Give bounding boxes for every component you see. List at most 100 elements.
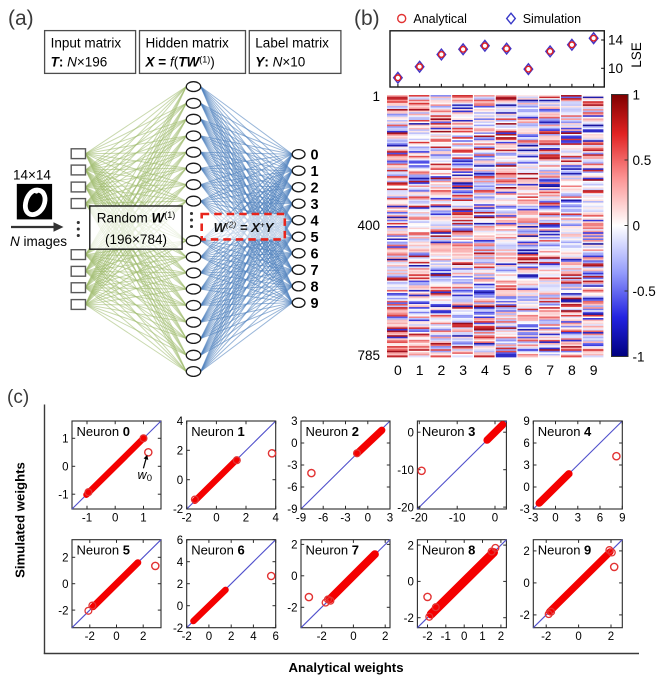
svg-text:W(2) = X+Y: W(2) = X+Y [214, 220, 275, 236]
svg-text:Neuron 4: Neuron 4 [538, 424, 592, 439]
svg-text:9: 9 [590, 362, 598, 378]
svg-text:-1: -1 [441, 631, 451, 643]
svg-text:-2: -2 [520, 610, 530, 622]
svg-text:3: 3 [523, 460, 529, 472]
svg-text:1: 1 [416, 362, 424, 378]
svg-text:2: 2 [382, 631, 388, 643]
svg-text:Label matrix: Label matrix [255, 36, 329, 51]
svg-text:0: 0 [633, 218, 641, 233]
svg-text:7: 7 [311, 263, 319, 279]
svg-text:-6: -6 [287, 482, 297, 494]
svg-text:Analytical weights: Analytical weights [288, 660, 403, 675]
svg-text:4: 4 [272, 513, 279, 525]
svg-text:1: 1 [311, 164, 319, 180]
svg-text:1: 1 [633, 87, 641, 102]
svg-text:3: 3 [291, 416, 297, 428]
svg-text:-2: -2 [182, 513, 192, 525]
svg-text:14×14: 14×14 [13, 168, 51, 183]
svg-text:(b): (b) [354, 7, 380, 30]
svg-text:0: 0 [291, 438, 297, 450]
svg-text:6: 6 [311, 247, 319, 263]
svg-text:2: 2 [291, 540, 297, 552]
svg-text:400: 400 [357, 218, 380, 233]
svg-text:6: 6 [597, 513, 603, 525]
svg-text:0: 0 [365, 513, 371, 525]
svg-text:2: 2 [498, 631, 504, 643]
svg-text:Neuron 1: Neuron 1 [191, 424, 244, 439]
svg-text:-10: -10 [397, 465, 414, 477]
svg-text:-0.5: -0.5 [633, 284, 656, 299]
svg-text:Random W(1): Random W(1) [97, 210, 176, 226]
svg-text:-3: -3 [287, 460, 297, 472]
svg-text:2: 2 [407, 540, 413, 552]
svg-text:(c): (c) [7, 387, 29, 408]
svg-text:LSE: LSE [629, 42, 644, 68]
svg-text:Neuron 3: Neuron 3 [422, 424, 475, 439]
svg-text:2: 2 [438, 362, 446, 378]
svg-text:9: 9 [311, 296, 319, 312]
svg-text:3: 3 [311, 197, 319, 213]
svg-text:0: 0 [213, 513, 219, 525]
svg-text:(a): (a) [8, 7, 34, 30]
svg-text:3: 3 [459, 362, 467, 378]
svg-text:0: 0 [350, 631, 356, 643]
svg-text:-20: -20 [397, 502, 414, 514]
svg-text:4: 4 [311, 213, 319, 229]
svg-text:7: 7 [546, 362, 554, 378]
svg-text:0: 0 [113, 631, 119, 643]
svg-text:Hidden matrix: Hidden matrix [146, 36, 230, 51]
svg-text:6: 6 [177, 535, 183, 547]
svg-text:-3: -3 [528, 513, 538, 525]
svg-text:-2: -2 [404, 613, 414, 625]
svg-text:Simulation: Simulation [523, 12, 581, 26]
svg-text:9: 9 [523, 416, 529, 428]
svg-text:2: 2 [311, 180, 319, 196]
svg-text:1: 1 [140, 513, 146, 525]
svg-text:2: 2 [177, 446, 183, 458]
svg-text:-9: -9 [287, 504, 297, 516]
svg-text:-20: -20 [411, 513, 428, 525]
svg-text:6: 6 [523, 438, 529, 450]
svg-text:4: 4 [177, 416, 184, 428]
svg-text:10: 10 [608, 61, 623, 76]
svg-text:0: 0 [552, 513, 558, 525]
svg-text:-2: -2 [173, 504, 183, 516]
svg-text:2: 2 [243, 513, 249, 525]
svg-text:1: 1 [372, 89, 380, 104]
svg-text:0: 0 [461, 631, 467, 643]
svg-text:2: 2 [608, 631, 614, 643]
svg-text:3: 3 [575, 513, 581, 525]
svg-text:4: 4 [481, 362, 489, 378]
svg-text:0: 0 [394, 362, 402, 378]
svg-text:5: 5 [503, 362, 511, 378]
svg-text:5: 5 [311, 230, 319, 246]
svg-text:Simulated weights: Simulated weights [13, 462, 28, 578]
svg-text:1: 1 [62, 434, 68, 446]
svg-text:-2: -2 [541, 631, 551, 643]
svg-text:4: 4 [250, 631, 257, 643]
svg-text:(196×784): (196×784) [105, 232, 167, 247]
svg-text:0: 0 [407, 427, 413, 439]
svg-text:8: 8 [311, 280, 319, 296]
svg-text:-9: -9 [296, 513, 306, 525]
svg-text:0: 0 [147, 473, 152, 484]
svg-text:785: 785 [357, 348, 380, 363]
svg-text:-6: -6 [318, 513, 328, 525]
svg-text:-2: -2 [58, 605, 68, 617]
svg-text:Y: N×10: Y: N×10 [255, 55, 305, 70]
svg-text:3: 3 [387, 513, 393, 525]
svg-text:-1: -1 [58, 489, 68, 501]
svg-text:-2: -2 [182, 631, 192, 643]
svg-text:-1: -1 [82, 513, 92, 525]
svg-text:X = f(TW(1)): X = f(TW(1)) [145, 55, 215, 70]
svg-text:2: 2 [140, 631, 146, 643]
svg-text:0: 0 [523, 578, 529, 590]
svg-text:Input matrix: Input matrix [51, 36, 122, 51]
svg-text:0.5: 0.5 [633, 153, 652, 168]
svg-text:0: 0 [575, 631, 581, 643]
svg-text:0: 0 [311, 147, 319, 163]
svg-text:2: 2 [177, 579, 183, 591]
svg-text:-2: -2 [317, 631, 327, 643]
svg-text:T: N×196: T: N×196 [51, 55, 108, 70]
svg-text:Analytical: Analytical [413, 12, 467, 26]
